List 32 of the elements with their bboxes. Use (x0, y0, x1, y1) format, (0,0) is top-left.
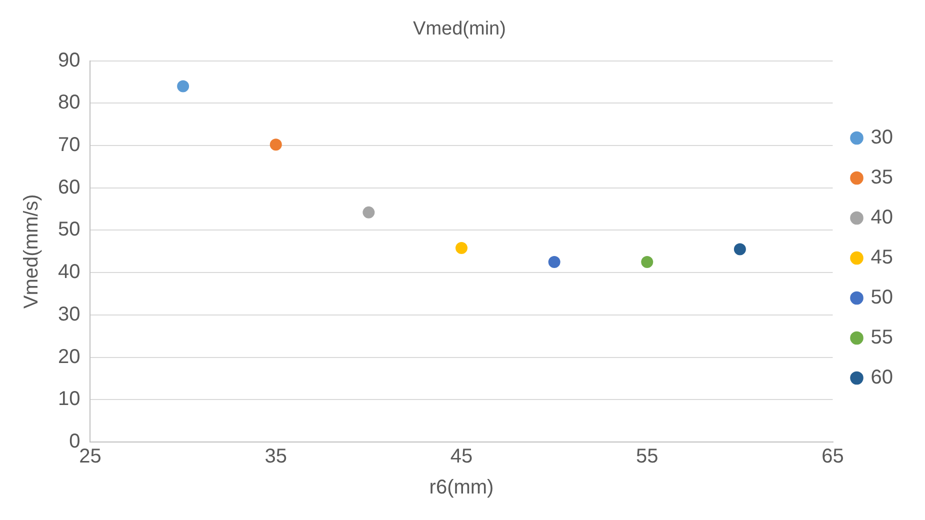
point (270, 138, 282, 151)
x-tick-label: 45 (450, 446, 473, 468)
x-tick-label: 55 (636, 446, 658, 468)
x-axis-title: r6(mm) (429, 476, 494, 499)
y-tick-label: 40 (58, 261, 80, 284)
y-tick-label: 70 (58, 134, 80, 156)
point (641, 256, 654, 268)
legend-label: 45 (870, 246, 894, 269)
chart-title: Vmed(min) (413, 18, 506, 40)
point (362, 206, 375, 218)
y-tick-label: 30 (58, 303, 80, 326)
point (548, 256, 560, 268)
legend-label: 55 (870, 326, 894, 349)
point (177, 80, 190, 92)
x-tick-label: 35 (264, 446, 287, 468)
y-tick-label: 0 (69, 430, 80, 453)
y-tick-label: 90 (58, 49, 80, 72)
y-tick-label: 80 (58, 92, 80, 114)
legend-label: 60 (870, 366, 894, 389)
point (734, 243, 746, 256)
y-tick-label: 20 (58, 346, 80, 368)
point (456, 242, 468, 254)
legend-label: 50 (870, 286, 894, 309)
y-tick-label: 60 (58, 176, 80, 198)
y-tick-label: 50 (58, 218, 80, 241)
x-tick-label: 65 (822, 446, 844, 468)
legend-label: 30 (870, 126, 894, 149)
y-axis-title: Vmed(mm/s) (20, 194, 43, 309)
legend-label: 35 (870, 166, 894, 189)
y-tick-label: 10 (58, 388, 80, 410)
x-tick-label: 25 (79, 446, 102, 468)
legend-label: 40 (870, 206, 894, 229)
